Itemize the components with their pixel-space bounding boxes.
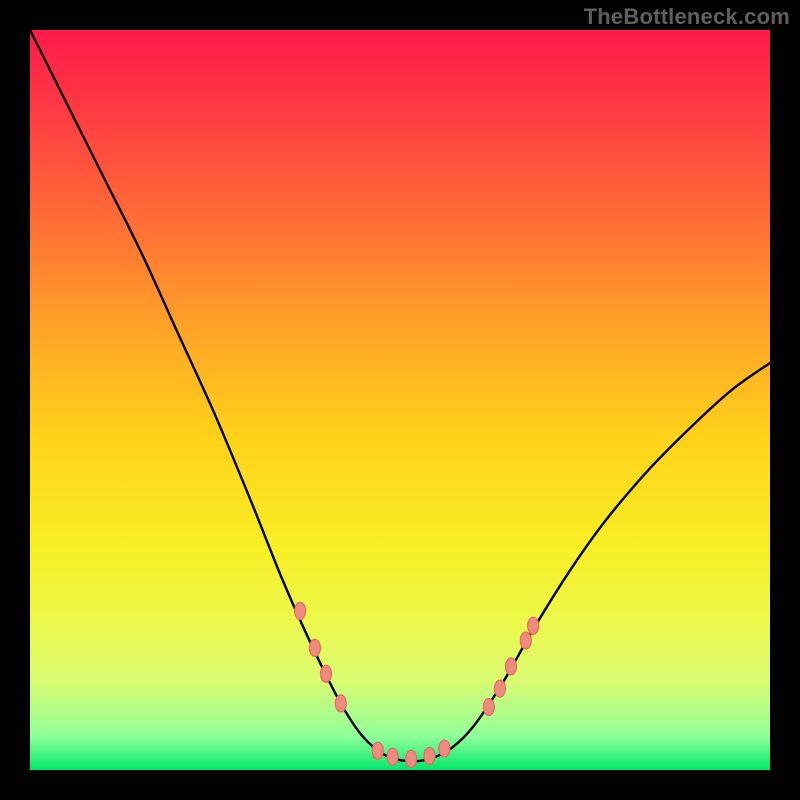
data-marker (520, 632, 531, 649)
data-marker (372, 742, 383, 759)
data-marker (483, 699, 494, 716)
chart-container: TheBottleneck.com (0, 0, 800, 800)
bottleneck-chart (0, 0, 800, 800)
chart-background (30, 30, 770, 770)
data-marker (528, 617, 539, 634)
data-marker (439, 740, 450, 757)
data-marker (295, 602, 306, 619)
data-marker (424, 747, 435, 764)
data-marker (335, 695, 346, 712)
data-marker (321, 665, 332, 682)
data-marker (406, 750, 417, 767)
watermark-text: TheBottleneck.com (584, 4, 790, 30)
data-marker (387, 748, 398, 765)
data-marker (506, 658, 517, 675)
data-marker (309, 639, 320, 656)
data-marker (494, 680, 505, 697)
